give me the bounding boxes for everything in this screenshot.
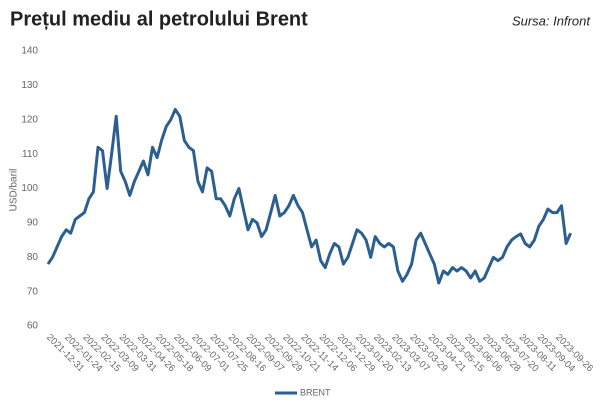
legend-label: BRENT xyxy=(300,387,331,397)
y-tick-label: 110 xyxy=(22,149,38,160)
y-tick-label: 60 xyxy=(27,321,39,332)
y-axis-label: USD/baril xyxy=(9,169,20,212)
y-tick-label: 140 xyxy=(21,46,38,57)
line xyxy=(46,107,572,285)
source: Sursa: Infront xyxy=(512,13,591,28)
y-tick-label: 100 xyxy=(21,183,38,194)
y-tick-label: 80 xyxy=(27,252,39,263)
y-tick-label: 130 xyxy=(21,80,38,91)
y-tick-label: 70 xyxy=(27,286,39,297)
y-tick-label: 90 xyxy=(27,218,39,229)
y-tick-label: 120 xyxy=(21,114,38,125)
chart-title: Prețul mediu al petrolului Brent xyxy=(10,8,308,30)
